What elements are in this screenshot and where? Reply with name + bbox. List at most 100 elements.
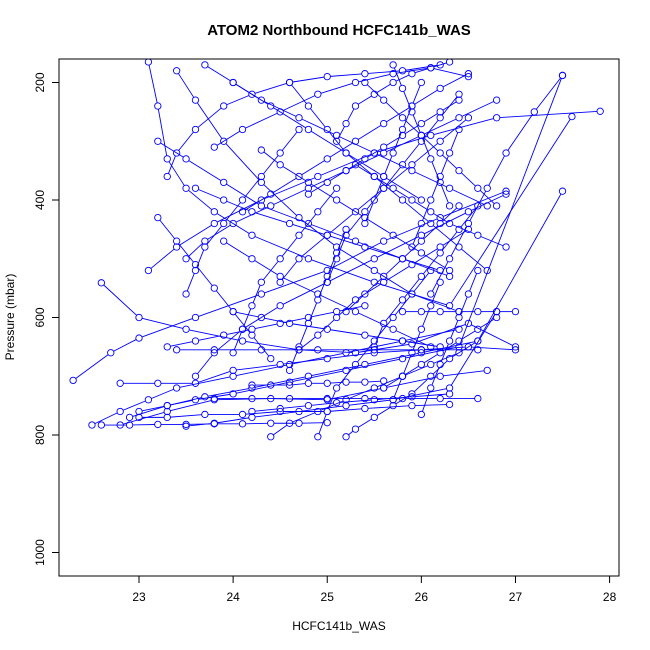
y-tick-label: 800 <box>33 425 47 445</box>
series <box>351 161 510 251</box>
series-segment <box>415 404 447 406</box>
data-point <box>342 166 350 175</box>
data-point <box>427 360 435 369</box>
series-segment <box>461 172 476 187</box>
series-segment <box>320 153 372 176</box>
series-segment <box>148 64 158 103</box>
series-segment <box>170 400 212 412</box>
series-segment <box>385 101 401 116</box>
data-point <box>144 266 153 275</box>
data-point <box>436 137 444 145</box>
data-point <box>464 72 473 81</box>
series-segment <box>403 355 412 374</box>
data-point <box>455 313 463 322</box>
data-point <box>248 413 256 422</box>
data-point <box>455 114 463 122</box>
data-point <box>323 125 331 134</box>
data-point <box>248 381 256 389</box>
series-segment <box>412 332 421 350</box>
data-point <box>191 379 200 387</box>
data-point <box>351 307 360 316</box>
data-point <box>276 319 284 328</box>
series-segment <box>177 73 195 98</box>
series-segment <box>234 313 251 333</box>
series <box>163 61 444 181</box>
data-point <box>107 349 115 357</box>
series-segment <box>282 283 325 305</box>
data-point <box>276 278 284 286</box>
series-segment <box>301 118 334 135</box>
data-point <box>361 78 369 87</box>
series-segment <box>424 212 466 235</box>
data-point <box>182 255 190 263</box>
data-point <box>417 119 426 128</box>
data-point <box>436 149 444 157</box>
data-point <box>191 96 200 104</box>
series-segment <box>414 201 429 211</box>
series-segment <box>330 235 362 247</box>
series-segment <box>179 224 212 246</box>
data-point <box>257 278 266 286</box>
data-point <box>144 396 153 404</box>
data-point <box>492 313 501 322</box>
series-segment <box>393 379 402 397</box>
data-point <box>389 61 397 69</box>
data-point <box>380 172 388 181</box>
y-tick-label: 400 <box>33 190 47 210</box>
series-segment <box>170 341 193 347</box>
data-point <box>172 346 181 354</box>
data-point <box>389 184 397 192</box>
series-segment <box>413 378 429 393</box>
data-point <box>342 401 350 410</box>
series <box>342 337 482 441</box>
data-point <box>332 249 341 257</box>
series-segment <box>442 191 504 217</box>
series-segment <box>170 399 193 406</box>
data-point <box>323 231 331 239</box>
series-segment <box>431 161 440 180</box>
data-point <box>474 231 482 239</box>
series-segment <box>178 243 194 263</box>
data-point <box>455 90 463 98</box>
data-point <box>361 331 369 339</box>
data-point <box>455 325 463 333</box>
data-point <box>210 208 218 216</box>
series-segment <box>395 395 410 405</box>
series-segment <box>254 376 306 388</box>
series <box>304 96 463 198</box>
series <box>154 137 454 281</box>
series-segment <box>461 101 494 117</box>
data-point <box>351 425 360 433</box>
data-point <box>257 196 266 204</box>
data-point <box>492 307 501 316</box>
data-point <box>332 137 341 145</box>
series-segment <box>358 343 409 353</box>
data-point <box>370 278 378 286</box>
data-point <box>201 243 209 251</box>
data-point <box>116 407 124 416</box>
series-segment <box>150 248 175 269</box>
data-point <box>361 208 369 216</box>
series-segment <box>311 224 353 241</box>
data-point <box>220 178 228 187</box>
series-segment <box>122 400 146 411</box>
series-segment <box>292 412 316 423</box>
data-point <box>380 96 388 104</box>
data-point <box>144 59 153 66</box>
series-segment <box>157 109 168 156</box>
series-segment <box>348 388 372 399</box>
series-segment <box>404 119 420 134</box>
data-point <box>445 219 454 228</box>
data-point <box>474 394 482 403</box>
data-point <box>370 349 378 357</box>
data-point <box>135 313 143 322</box>
series-segment <box>376 178 401 199</box>
data-point <box>408 196 416 204</box>
series <box>427 71 567 298</box>
data-point <box>427 64 435 72</box>
series-segment <box>413 272 430 292</box>
data-point <box>464 114 473 122</box>
series-segment <box>311 311 334 318</box>
y-axis-label: Pressure (mbar) <box>3 274 17 361</box>
